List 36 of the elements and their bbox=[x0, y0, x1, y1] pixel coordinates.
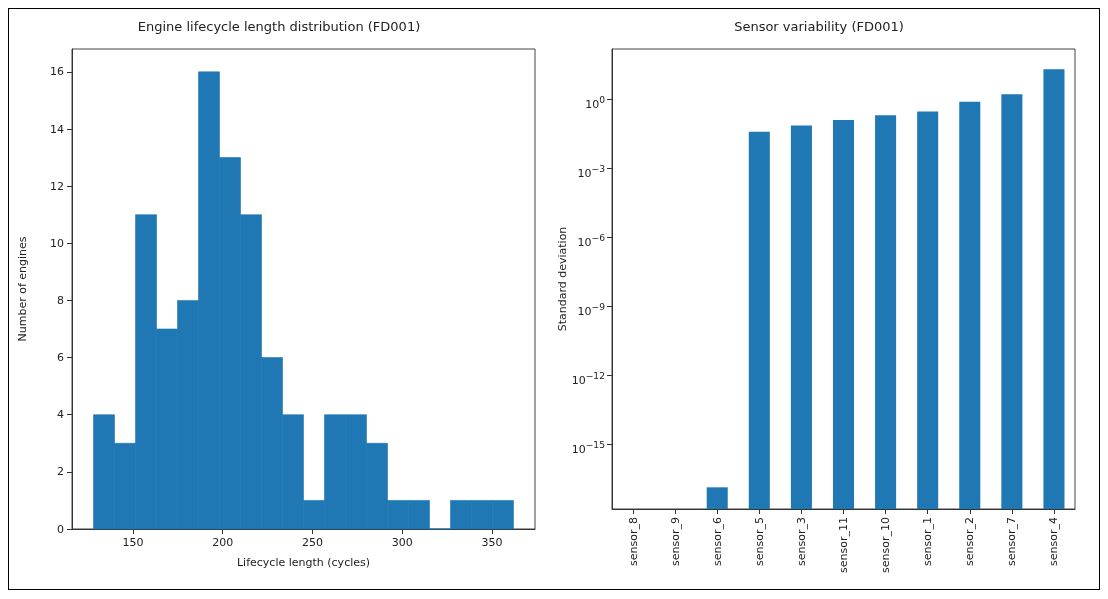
x-tick-label: 300 bbox=[391, 536, 413, 549]
x-tick-label: 250 bbox=[301, 536, 323, 549]
x-tick-label: 150 bbox=[122, 536, 144, 549]
chart-title: Sensor variability (FD001) bbox=[734, 19, 904, 34]
x-tick-label: sensor_1 bbox=[921, 517, 935, 566]
y-tick-label: 0 bbox=[57, 522, 64, 536]
chart-title: Engine lifecycle length distribution (FD001) bbox=[137, 19, 421, 34]
y-tick-label: 2 bbox=[57, 465, 64, 479]
y-tick-label: 10$^{−15}$ bbox=[571, 437, 605, 458]
x-tick-label: sensor_7 bbox=[1005, 517, 1019, 566]
x-tick-label: sensor_10 bbox=[879, 517, 893, 573]
y-tick-label: 10$^{−9}$ bbox=[577, 299, 605, 320]
y-tick-label: 10$^{0}$ bbox=[585, 92, 605, 113]
y-tick-label: 10 bbox=[50, 236, 64, 250]
x-tick-label: sensor_4 bbox=[1047, 517, 1061, 566]
x-tick-label: sensor_3 bbox=[794, 517, 808, 566]
y-axis-title: Number of engines bbox=[16, 236, 29, 342]
x-axis-title: Lifecycle length (cycles) bbox=[236, 556, 371, 569]
x-tick-label: sensor_5 bbox=[752, 517, 766, 566]
y-axis-title: Standard deviation bbox=[556, 226, 569, 332]
x-tick-label: sensor_9 bbox=[668, 517, 682, 566]
x-tick-label: 200 bbox=[212, 536, 234, 549]
x-tick-label: sensor_6 bbox=[710, 517, 724, 566]
y-tick-label: 4 bbox=[57, 408, 64, 422]
y-tick-label: 10$^{−3}$ bbox=[577, 161, 605, 182]
x-tick-label: sensor_11 bbox=[837, 517, 850, 573]
x-tick-label: sensor_8 bbox=[626, 517, 640, 566]
x-tick-label: sensor_2 bbox=[963, 517, 977, 566]
y-tick-label: 6 bbox=[57, 351, 64, 365]
y-tick-label: 10$^{−12}$ bbox=[571, 368, 605, 389]
y-tick-label: 14 bbox=[50, 122, 64, 136]
x-tick-label: 350 bbox=[481, 536, 503, 549]
y-tick-label: 8 bbox=[57, 293, 64, 307]
y-tick-label: 16 bbox=[50, 65, 64, 79]
y-tick-label: 12 bbox=[50, 179, 64, 193]
y-tick-label: 10$^{−6}$ bbox=[577, 230, 605, 251]
